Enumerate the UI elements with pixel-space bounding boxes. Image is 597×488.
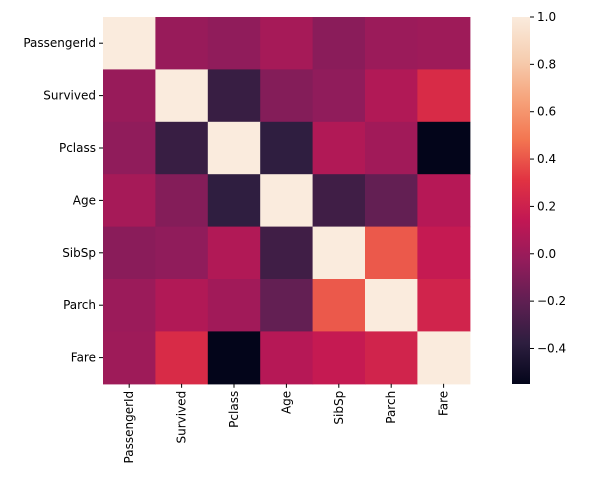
heatmap-cell [312, 121, 366, 175]
heatmap-cell [260, 174, 314, 228]
heatmap-cell [417, 174, 471, 228]
colorbar-gradient [512, 17, 530, 384]
colorbar-tick-label: 0.0 [537, 247, 556, 261]
heatmap-cell [312, 17, 366, 70]
heatmap-cell [417, 69, 471, 123]
heatmap-cell [417, 121, 471, 175]
heatmap-cell [417, 226, 471, 280]
x-tick-label: Age [279, 391, 293, 414]
x-axis: PassengerId Survived Pclass Age SibSp Parch Fa… [122, 383, 451, 464]
x-tick-label: Survived [175, 391, 189, 444]
heatmap-cell [103, 17, 156, 70]
heatmap-cell [155, 226, 209, 280]
colorbar: −0.4 −0.2 0.0 0.2 0.4 0.6 0.8 1.0 [512, 10, 566, 384]
y-tick-label: Age [73, 193, 96, 207]
heatmap-cell [155, 174, 209, 228]
heatmap-cell [312, 226, 366, 280]
y-tick-label: Pclass [59, 141, 96, 155]
colorbar-ticks: −0.4 −0.2 0.0 0.2 0.4 0.6 0.8 1.0 [530, 10, 566, 355]
heatmap-cell [260, 279, 314, 332]
heatmap-cell [365, 17, 418, 70]
heatmap-cell [155, 17, 209, 70]
colorbar-tick-label: −0.4 [537, 341, 566, 355]
y-tick-label: Parch [63, 298, 96, 312]
heatmap-cell [260, 69, 314, 123]
heatmap-cell [207, 279, 261, 332]
x-tick-label: PassengerId [122, 391, 136, 464]
heatmap-cell [103, 174, 156, 228]
colorbar-tick-label: 0.8 [537, 57, 556, 71]
heatmap-cell [312, 279, 366, 332]
heatmap-cell [207, 121, 261, 175]
heatmap-cell [207, 17, 261, 70]
heatmap-cell [155, 121, 209, 175]
heatmap-cell [417, 17, 471, 70]
heatmap-cell [103, 331, 156, 385]
heatmap-cell [103, 226, 156, 280]
y-axis: PassengerId Survived Pclass Age SibSp Parch Fa… [23, 36, 103, 365]
heatmap-cells [103, 17, 471, 385]
x-tick-label: Fare [437, 391, 451, 416]
heatmap-cell [417, 331, 471, 385]
heatmap-cell [365, 226, 418, 280]
y-tick-label: SibSp [62, 246, 96, 260]
heatmap-cell [312, 69, 366, 123]
colorbar-tick-label: −0.2 [537, 294, 566, 308]
heatmap-cell [365, 69, 418, 123]
heatmap-cell [365, 121, 418, 175]
heatmap-cell [103, 279, 156, 332]
heatmap-cell [260, 331, 314, 385]
x-tick-label: Parch [384, 391, 398, 424]
heatmap-cell [365, 174, 418, 228]
heatmap-cell [155, 279, 209, 332]
heatmap-cell [417, 279, 471, 332]
colorbar-tick-label: 1.0 [537, 10, 556, 24]
y-tick-label: Fare [71, 351, 96, 365]
heatmap-cell [103, 121, 156, 175]
heatmap-cell [103, 69, 156, 123]
heatmap-cell [312, 174, 366, 228]
heatmap-cell [155, 331, 209, 385]
heatmap-cell [207, 331, 261, 385]
heatmap-cell [365, 279, 418, 332]
heatmap-cell [260, 226, 314, 280]
heatmap-cell [260, 121, 314, 175]
heatmap-cell [155, 69, 209, 123]
heatmap-cell [207, 226, 261, 280]
heatmap-cell [365, 331, 418, 385]
heatmap-cell [207, 174, 261, 228]
x-tick-label: Pclass [227, 391, 241, 428]
y-tick-label: Survived [43, 89, 96, 103]
heatmap-cell [260, 17, 314, 70]
heatmap-cell [207, 69, 261, 123]
colorbar-tick-label: 0.2 [537, 199, 556, 213]
x-tick-label: SibSp [332, 391, 346, 425]
y-tick-label: PassengerId [23, 36, 96, 50]
colorbar-tick-label: 0.6 [537, 105, 556, 119]
heatmap-cell [312, 331, 366, 385]
colorbar-tick-label: 0.4 [537, 152, 556, 166]
